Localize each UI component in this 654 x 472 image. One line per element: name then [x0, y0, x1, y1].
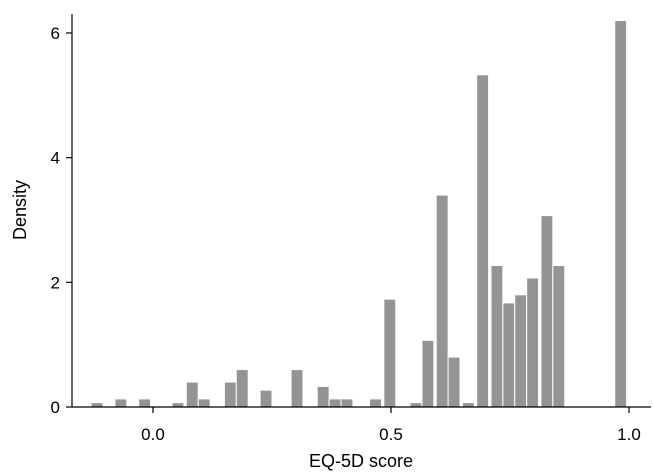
- y-tick-label: 4: [51, 149, 60, 168]
- histogram-bar-24: [526, 277, 540, 408]
- histogram-bar-1: [114, 398, 128, 408]
- histogram-bar-6: [223, 381, 237, 408]
- histogram-bar-8: [259, 389, 273, 408]
- histogram-bar-22: [502, 302, 516, 408]
- histogram-bar-17: [435, 194, 449, 408]
- histogram-bar-10: [316, 385, 330, 408]
- y-tick-label: 0: [51, 398, 60, 417]
- y-tick-label: 2: [51, 273, 60, 292]
- x-ticks-group: 0.0 0.5 1.0: [141, 407, 641, 444]
- x-tick-label: 0.0: [141, 425, 165, 444]
- x-tick-label: 1.0: [617, 425, 641, 444]
- histogram-bar-2: [138, 398, 152, 408]
- histogram-bar-14: [383, 298, 397, 408]
- x-tick-label: 0.5: [379, 425, 403, 444]
- bars-group: [90, 20, 628, 408]
- x-axis-label: EQ-5D score: [309, 451, 413, 471]
- histogram-bar-15: [409, 402, 423, 408]
- histogram-bar-16: [421, 339, 435, 408]
- histogram-bar-7: [235, 369, 249, 408]
- histogram-bar-18: [447, 356, 461, 408]
- y-axis-label: Density: [10, 180, 30, 240]
- histogram-bar-0: [90, 402, 104, 408]
- y-tick-label: 6: [51, 24, 60, 43]
- histogram-bar-11: [328, 398, 342, 408]
- histogram-bar-27: [614, 20, 628, 408]
- histogram-bar-4: [185, 381, 199, 408]
- histogram-bar-20: [476, 74, 490, 408]
- histogram-bar-9: [290, 369, 304, 408]
- y-ticks-group: 0 2 4 6: [51, 24, 72, 417]
- histogram-bar-3: [171, 402, 185, 408]
- histogram-bar-25: [540, 215, 554, 408]
- histogram-bar-23: [514, 294, 528, 408]
- histogram-bar-21: [490, 265, 504, 408]
- histogram-bar-13: [369, 398, 382, 408]
- histogram-bar-19: [461, 402, 475, 408]
- histogram-bar-12: [340, 398, 354, 408]
- histogram-bar-26: [552, 265, 566, 408]
- histogram-bar-5: [197, 398, 211, 408]
